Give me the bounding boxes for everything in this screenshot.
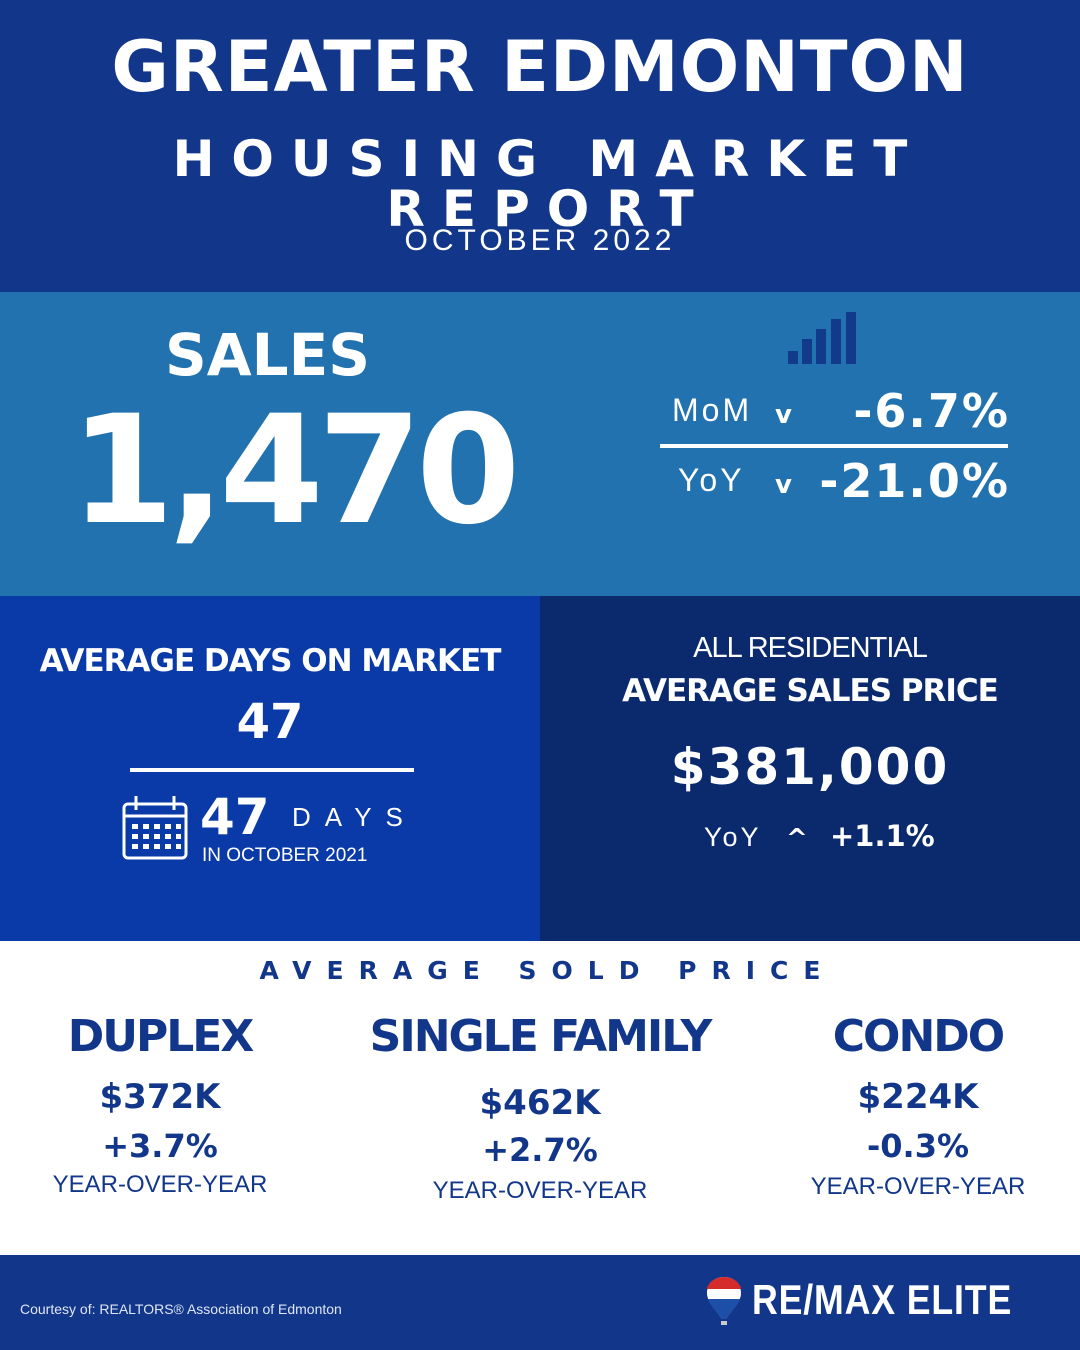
category-name: CONDO <box>832 1011 1005 1062</box>
report-period: OCTOBER 2022 <box>404 224 676 257</box>
divider <box>130 768 414 772</box>
prior-dom-value: 47 <box>200 788 270 846</box>
duplex-column: DUPLEX $372K +3.7% YEAR-OVER-YEAR <box>0 1011 320 1198</box>
sales-value: 1,470 <box>70 384 520 558</box>
category-price: $462K <box>479 1083 601 1124</box>
category-name: SINGLE FAMILY <box>369 1011 713 1062</box>
category-change: +2.7% <box>482 1130 598 1169</box>
sold-title: AVERAGE SOLD PRICE <box>259 956 836 985</box>
calendar-icon <box>122 796 188 860</box>
category-price: $224K <box>857 1077 979 1118</box>
condo-column: CONDO $224K -0.3% YEAR-OVER-YEAR <box>760 1011 1076 1200</box>
price-value: $381,000 <box>670 738 950 796</box>
bar-chart-icon <box>788 312 858 364</box>
mom-value: -6.7% <box>853 384 1010 438</box>
average-sales-price-panel: ALL RESIDENTIAL AVERAGE SALES PRICE $381… <box>540 596 1080 941</box>
prior-dom-period: IN OCTOBER 2021 <box>202 845 368 866</box>
category-change: +3.7% <box>102 1126 218 1165</box>
credit-text: Courtesy of: REALTORS® Association of Ed… <box>20 1301 342 1317</box>
mom-label: MoM <box>672 392 753 428</box>
category-note: YEAR-OVER-YEAR <box>432 1176 648 1204</box>
title: GREATER EDMONTON <box>111 26 969 108</box>
average-sold-price-section: AVERAGE SOLD PRICE DUPLEX $372K +3.7% YE… <box>0 941 1080 1255</box>
price-category: ALL RESIDENTIAL <box>693 632 928 664</box>
brand-name: RE/MAX ELITE <box>752 1276 1013 1323</box>
category-price: $372K <box>99 1077 221 1118</box>
divider <box>660 444 1008 448</box>
yoy-value: -21.0% <box>819 454 1010 508</box>
category-change: -0.3% <box>866 1126 970 1165</box>
down-arrow-icon: v <box>775 470 792 500</box>
price-yoy-label: YoY <box>704 822 762 852</box>
dom-title: AVERAGE DAYS ON MARKET <box>39 643 502 679</box>
category-name: DUPLEX <box>67 1011 255 1062</box>
days-on-market-panel: AVERAGE DAYS ON MARKET 47 47 DAYS IN OCT… <box>0 596 540 941</box>
category-note: YEAR-OVER-YEAR <box>810 1172 1026 1200</box>
single-family-column: SINGLE FAMILY $462K +2.7% YEAR-OVER-YEAR <box>320 1011 760 1204</box>
prior-dom-unit: DAYS <box>292 802 417 832</box>
header: GREATER EDMONTON HOUSING MARKET REPORT O… <box>0 0 1080 292</box>
subtitle: HOUSING MARKET REPORT <box>172 130 925 238</box>
dom-value: 47 <box>236 694 304 750</box>
footer: Courtesy of: REALTORS® Association of Ed… <box>0 1255 1080 1350</box>
up-arrow-icon: ^ <box>786 824 808 854</box>
remax-balloon-logo <box>707 1277 741 1325</box>
sales-label: SALES <box>164 321 370 389</box>
yoy-row: YoY v -21.0% <box>660 454 1010 514</box>
yoy-label: YoY <box>678 462 745 498</box>
price-yoy-value: +1.1% <box>830 819 935 853</box>
down-arrow-icon: v <box>775 400 792 430</box>
category-note: YEAR-OVER-YEAR <box>52 1170 268 1198</box>
price-title: AVERAGE SALES PRICE <box>622 673 999 709</box>
mom-row: MoM v -6.7% <box>660 384 1010 444</box>
